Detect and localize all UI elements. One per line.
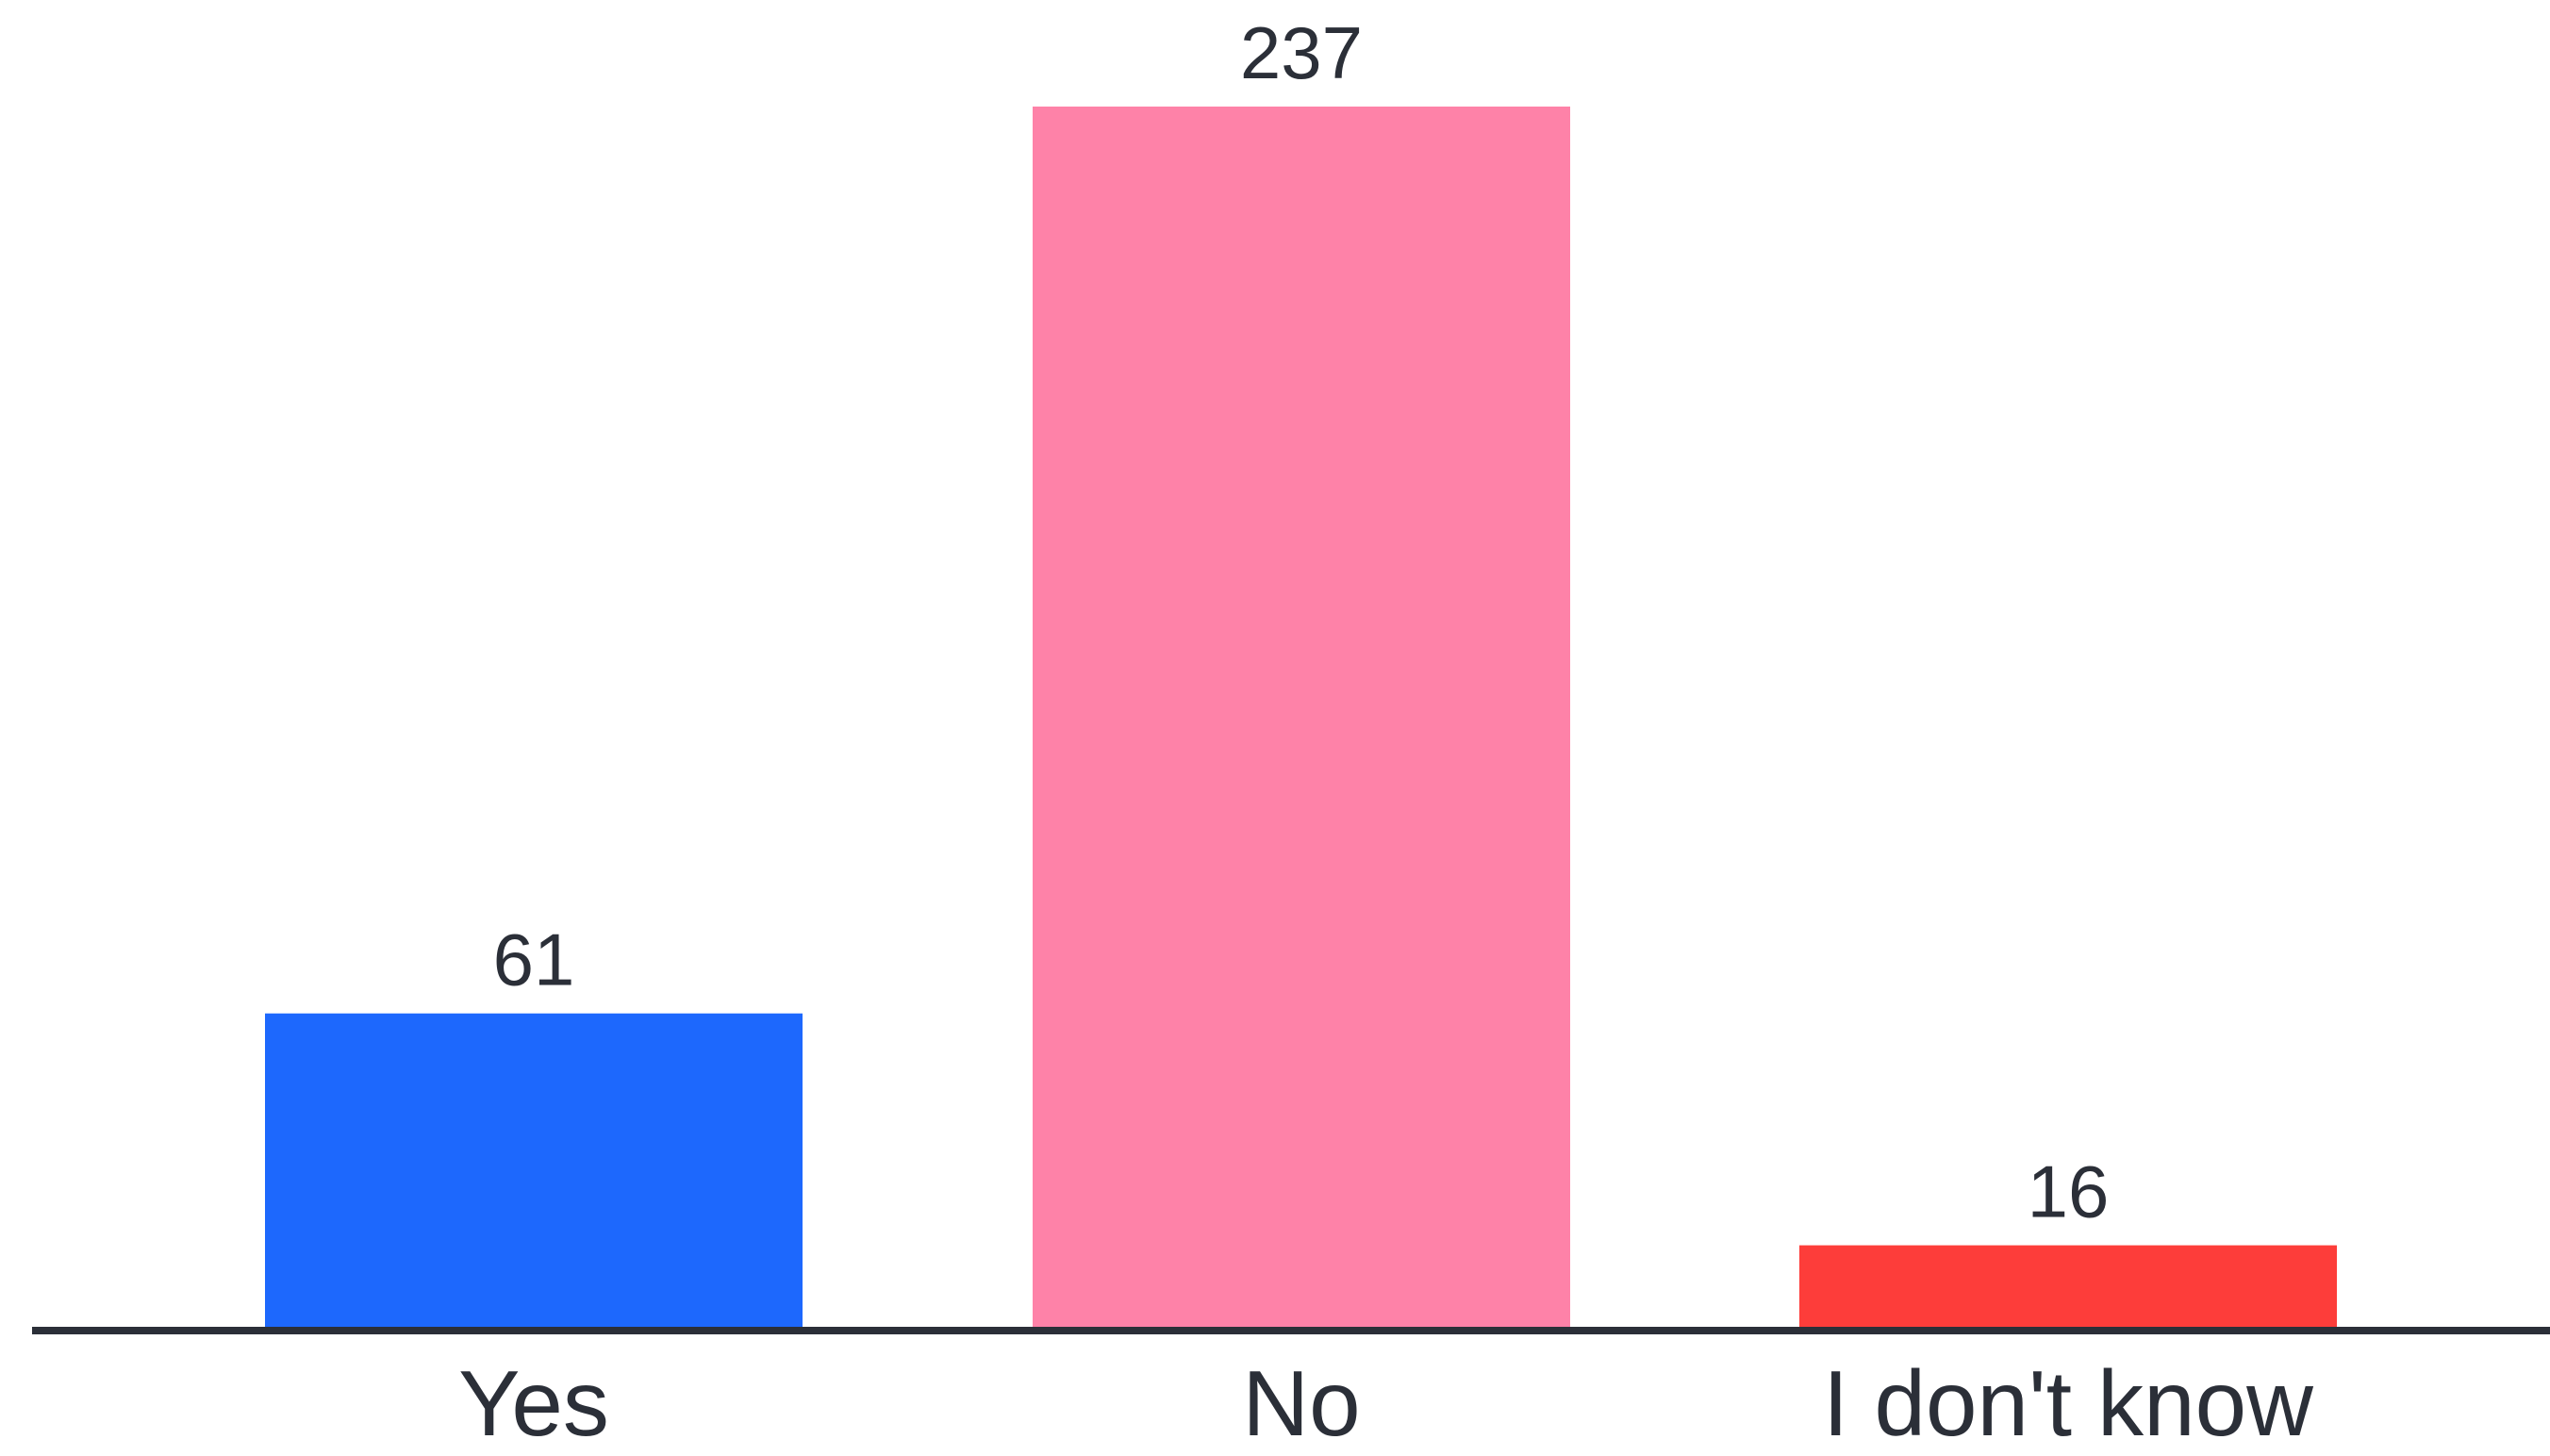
category-label-no: No: [1242, 1351, 1360, 1451]
category-labels-layer: Yes No I don't know: [458, 1351, 2314, 1455]
value-label-i-don-t-know: 16: [2028, 1150, 2110, 1233]
bar-no: [1033, 107, 1570, 1328]
bar-i-don-t-know: [1799, 1245, 2337, 1328]
category-label-yes: Yes: [458, 1351, 609, 1451]
value-labels-layer: 61 237 16: [493, 11, 2110, 1233]
bars-layer: [265, 107, 2337, 1328]
value-label-no: 237: [1240, 11, 1363, 94]
bar-yes: [265, 1013, 803, 1328]
value-label-yes: 61: [493, 918, 575, 1001]
category-label-i-don-t-know: I don't know: [1823, 1351, 2314, 1451]
